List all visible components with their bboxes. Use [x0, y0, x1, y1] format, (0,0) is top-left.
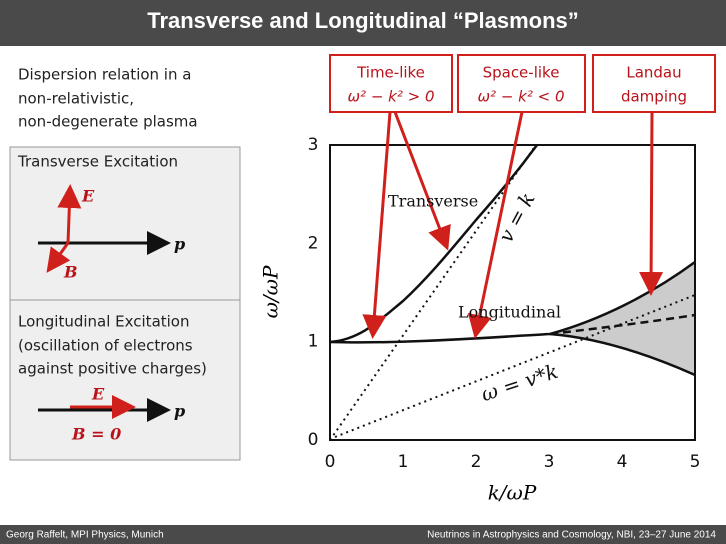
vector [46, 242, 71, 273]
panel [9, 299, 241, 461]
callout-text: Time-like [356, 64, 425, 82]
panel [9, 146, 241, 301]
plot-frame [329, 144, 696, 441]
panel-title: Transverse Excitation [17, 153, 178, 171]
callout-box [329, 54, 453, 113]
callout-box [592, 54, 716, 113]
dashed-branch [549, 313, 696, 336]
pointer-arrow [393, 111, 451, 251]
intro: Dispersion relation in a non-relativisti… [18, 66, 198, 131]
x-tick-label: 0 [325, 452, 336, 472]
y-tick-label: 3 [308, 135, 319, 155]
thermal-line [334, 294, 696, 438]
pointer-arrow [467, 111, 524, 339]
panel-title: Longitudinal Excitation [18, 313, 190, 331]
title-bar [0, 0, 726, 46]
x-tick-label: 2 [471, 452, 482, 472]
title: Transverse and Longitudinal “Plasmons” [147, 8, 579, 33]
x-axis-label: k/ωP [488, 481, 537, 505]
intro-line: Dispersion relation in a [18, 66, 191, 84]
x-tick-label: 1 [398, 452, 409, 472]
vector-label: p [174, 402, 185, 421]
vector-label: E [91, 385, 105, 404]
curve-label: Transverse [388, 192, 478, 211]
x-tick-label: 4 [617, 452, 628, 472]
y-tick-label: 2 [308, 233, 319, 253]
pointer-arrow [639, 111, 664, 296]
vector-label: E [81, 187, 95, 206]
x-tick-label: 5 [690, 452, 701, 472]
callout-box [457, 54, 586, 113]
x-tick-label: 3 [544, 452, 555, 472]
callout-text: damping [621, 88, 687, 106]
callout-text: Landau [626, 64, 681, 82]
footer-left: Georg Raffelt, MPI Physics, Munich [6, 530, 164, 541]
callout-text: ω² − k² < 0 [477, 88, 564, 106]
damped-branch [549, 332, 696, 377]
curve-label: Longitudinal [458, 303, 561, 322]
vector-label: p [174, 235, 185, 254]
vector-label: B [63, 263, 78, 282]
panel-title: (oscillation of electrons [18, 337, 193, 355]
vector [57, 184, 82, 244]
y-tick-label: 1 [308, 332, 319, 352]
y-tick-label: 0 [308, 430, 319, 450]
intro-line: non-degenerate plasma [18, 113, 198, 131]
intro-line: non-relativistic, [18, 90, 134, 108]
callout-text: Space-like [483, 64, 560, 82]
vector-label: B = 0 [71, 425, 121, 444]
pointer-arrow [362, 111, 392, 339]
panel-title: against positive charges) [18, 360, 207, 378]
footer-right: Neutrinos in Astrophysics and Cosmology,… [427, 530, 716, 541]
callout-text: ω² − k² > 0 [347, 88, 434, 106]
footer-bar [0, 525, 726, 544]
y-axis-label: ω/ωP [259, 265, 283, 318]
ticks: 0 1 2 3 4 5 0 1 2 3 [308, 135, 701, 472]
